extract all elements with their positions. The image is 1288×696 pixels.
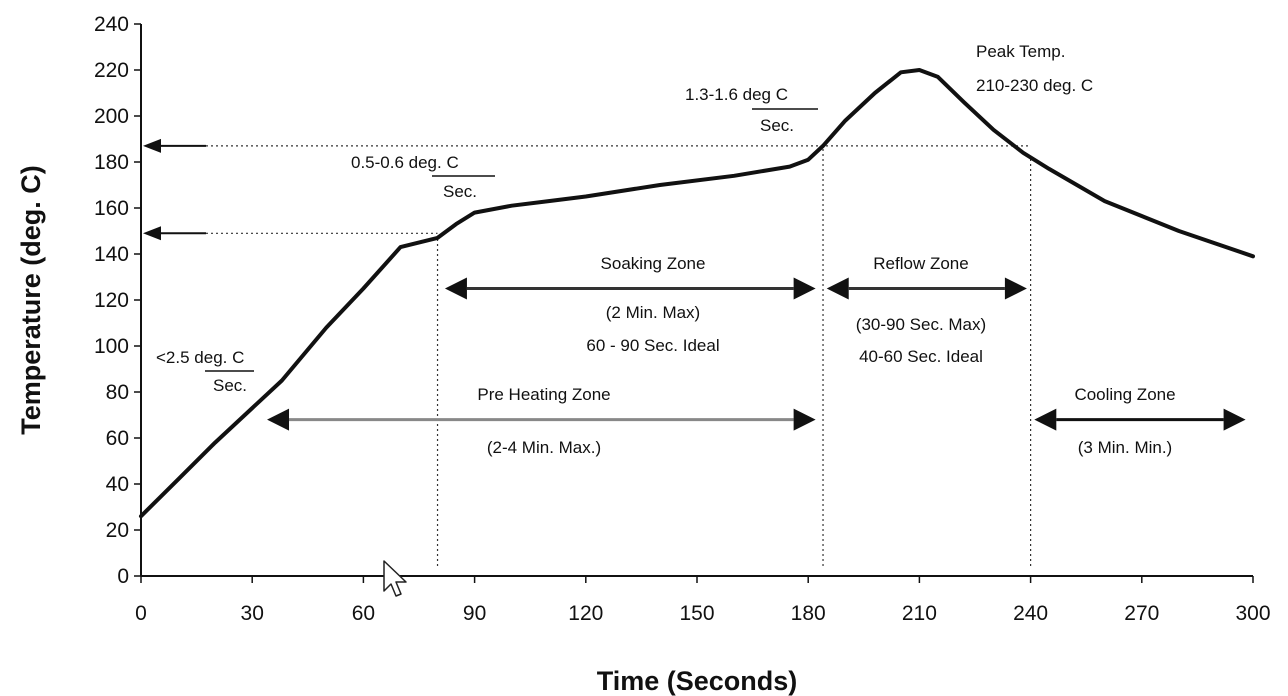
y-tick-label: 120	[94, 289, 129, 312]
reflow-zone-label: Reflow Zone	[873, 254, 968, 273]
cooling-zone-duration: (3 Min. Min.)	[1078, 438, 1172, 457]
y-tick-label: 220	[94, 59, 129, 82]
y-tick-label: 80	[106, 381, 129, 404]
y-tick-label: 100	[94, 335, 129, 358]
soaking-zone-ideal: 60 - 90 Sec. Ideal	[586, 336, 719, 355]
x-tick-label: 120	[568, 602, 603, 625]
soaking-zone-arrow-arrowhead-left	[444, 277, 467, 300]
y-tick-label: 0	[117, 565, 129, 588]
x-tick-label: 30	[241, 602, 264, 625]
reflow-zone-max: (30-90 Sec. Max)	[856, 315, 986, 334]
x-tick-label: 60	[352, 602, 375, 625]
ramp1-unit-label: Sec.	[213, 376, 247, 395]
horizontal-reference-arrowhead	[143, 138, 161, 153]
x-tick-label: 300	[1235, 602, 1270, 625]
soaking-zone-max: (2 Min. Max)	[606, 303, 700, 322]
zone-arrows	[267, 277, 1246, 431]
reflow-zone-arrow-arrowhead-right	[1004, 277, 1027, 300]
ramp3-unit-label: Sec.	[760, 116, 794, 135]
preheating-zone-label: Pre Heating Zone	[477, 385, 610, 404]
y-tick-label: 140	[94, 243, 129, 266]
ramp3-rate-label: 1.3-1.6 deg C	[685, 85, 788, 104]
tick-layer: 0 30 60 90 120 150 180 210 240 270 300 0 20 40 60 80 100…	[94, 13, 1271, 625]
peak-title-label: Peak Temp.	[976, 42, 1065, 61]
soaking-zone-label: Soaking Zone	[601, 254, 706, 273]
plot-frame	[140, 24, 1253, 577]
y-tick-label: 40	[106, 473, 129, 496]
curve-layer	[139, 68, 1255, 519]
x-tick-label: 90	[463, 602, 486, 625]
reflow-zone-arrow-arrowhead-left	[826, 277, 849, 300]
cooling-zone-arrow-arrowhead-right	[1223, 408, 1246, 431]
cooling-zone-arrow-arrowhead-left	[1034, 408, 1057, 431]
peak-range-label: 210-230 deg. C	[976, 76, 1093, 95]
x-tick-label: 180	[791, 602, 826, 625]
ramp2-unit-label: Sec.	[443, 182, 477, 201]
ramp2-rate-label: 0.5-0.6 deg. C	[351, 153, 459, 172]
ramp1-rate-label: <2.5 deg. C	[156, 348, 244, 367]
preheating-zone-arrow-arrowhead-right	[793, 408, 816, 431]
cooling-zone-label: Cooling Zone	[1074, 385, 1175, 404]
x-tick-label: 210	[902, 602, 937, 625]
reference-lines	[143, 138, 1032, 566]
temperature-curve	[139, 68, 1255, 519]
y-tick-label: 240	[94, 13, 129, 36]
preheating-zone-arrow-arrowhead-left	[267, 408, 290, 431]
y-tick-label: 60	[106, 427, 129, 450]
x-tick-label: 270	[1124, 602, 1159, 625]
y-tick-label: 200	[94, 105, 129, 128]
y-axis-title: Temperature (deg. C)	[16, 165, 46, 435]
y-tick-label: 180	[94, 151, 129, 174]
x-axis-title: Time (Seconds)	[597, 666, 798, 696]
x-tick-label: 150	[679, 602, 714, 625]
preheating-zone-duration: (2-4 Min. Max.)	[487, 438, 601, 457]
y-tick-label: 160	[94, 197, 129, 220]
x-tick-label: 240	[1013, 602, 1048, 625]
soaking-zone-arrow-arrowhead-right	[793, 277, 816, 300]
mouse-cursor-icon	[383, 560, 407, 597]
reflow-zone-ideal: 40-60 Sec. Ideal	[859, 347, 983, 366]
y-tick-label: 20	[106, 519, 129, 542]
x-tick-label: 0	[135, 602, 147, 625]
horizontal-reference-arrowhead	[143, 226, 161, 241]
